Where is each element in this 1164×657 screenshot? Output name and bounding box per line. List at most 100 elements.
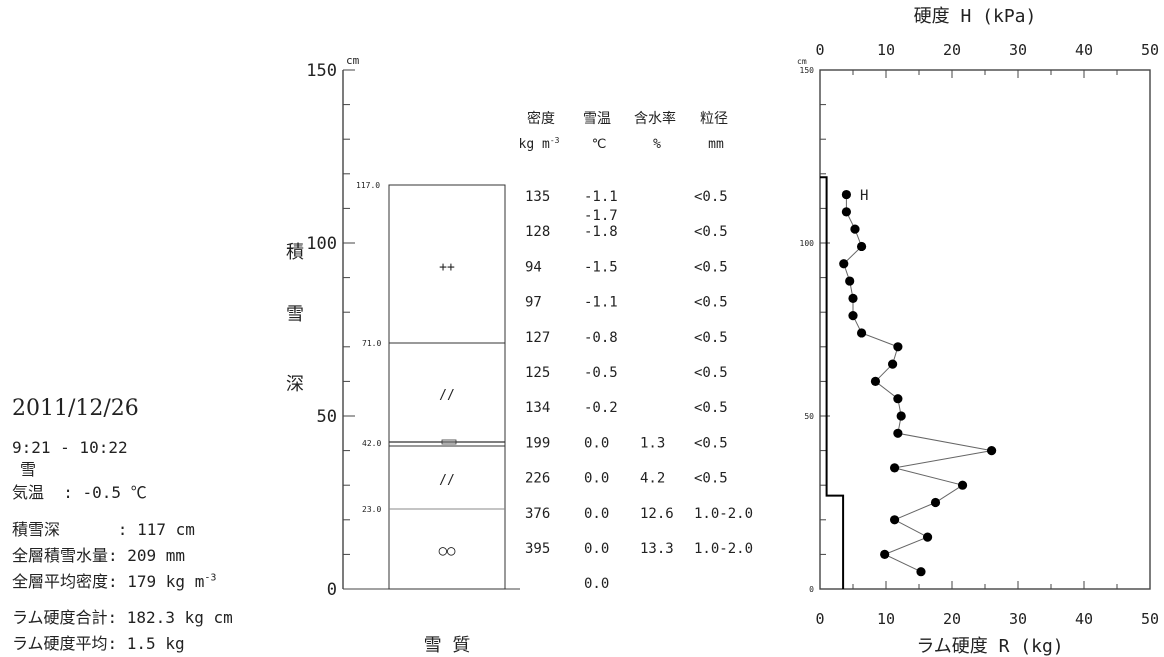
- grain-symbol-rounded: ++: [439, 260, 455, 275]
- hardness-point: [930, 497, 941, 508]
- table-cell: 226: [525, 471, 550, 487]
- hardness-series: [839, 189, 997, 577]
- x-tick-label-top: 40: [1075, 41, 1093, 59]
- axis-label-seki: 積: [286, 242, 304, 263]
- profile-ytick-0: 0: [327, 580, 337, 600]
- table-cell: 376: [525, 506, 550, 522]
- hardness-point: [848, 311, 858, 321]
- survey-date: 2011/12/26: [12, 396, 139, 421]
- plot-unit-label: cm: [797, 57, 807, 66]
- hardness-point: [896, 411, 906, 421]
- boundary-label-23: 23.0: [362, 505, 381, 514]
- hardness-point: [856, 241, 867, 252]
- table-cell: 125: [525, 365, 550, 381]
- profile-ytick-150: 150: [306, 61, 337, 81]
- table-cell: 94: [525, 259, 542, 275]
- table-cell: -1.7: [584, 208, 618, 224]
- x-tick-label-top: 30: [1009, 41, 1027, 59]
- table-cell: 395: [525, 541, 550, 557]
- table-cell: 1.0-2.0: [694, 541, 753, 557]
- table-cell: 12.6: [640, 506, 674, 522]
- table-cell: -1.5: [584, 259, 618, 275]
- boundary-label-42: 42.0: [362, 439, 381, 448]
- table-rows: 135 -1.1 <0.5 -1.7 128 -1.8 <0.5 94 -1.5 <0.5 97 -1…: [525, 189, 753, 592]
- hardness-point: [889, 515, 900, 525]
- hardness-point: [922, 532, 933, 542]
- x-tick-label-bottom: 50: [1141, 610, 1159, 628]
- table-cell: -1.1: [584, 189, 618, 205]
- hardness-point: [957, 480, 968, 490]
- table-cell: 0.0: [584, 471, 609, 487]
- hardness-point: [987, 446, 997, 456]
- table-cell: 0.0: [584, 576, 609, 592]
- table-cell: 0.0: [584, 541, 609, 557]
- unit-grain-size: mm: [708, 137, 724, 152]
- hardness-point: [841, 207, 852, 217]
- table-cell: <0.5: [694, 435, 728, 451]
- grain-symbol-melt: ○○: [439, 543, 456, 559]
- y-tick-label: 100: [800, 239, 815, 248]
- x-tick-label-top: 20: [943, 41, 961, 59]
- hardness-point: [839, 259, 849, 269]
- hardness-point: [888, 359, 898, 369]
- table-cell: <0.5: [694, 224, 728, 240]
- table-cell: -1.1: [584, 295, 618, 311]
- survey-time: 9:21 - 10:22: [12, 438, 128, 457]
- profile-ytick-100: 100: [306, 234, 337, 254]
- x-tick-label-bottom: 0: [815, 610, 824, 628]
- chart-title: 硬度 H (kPa): [914, 6, 1037, 27]
- grain-symbol-faceted-lower: //: [439, 473, 455, 488]
- table-cell: -1.8: [584, 224, 618, 240]
- x-tick-label-bottom: 10: [877, 610, 895, 628]
- table-cell: 135: [525, 189, 550, 205]
- table-cell: 127: [525, 330, 550, 346]
- table-cell: 0.0: [584, 435, 609, 451]
- table-cell: <0.5: [694, 400, 728, 416]
- ram-hardness-step: [820, 176, 845, 589]
- air-temperature: 気温 : -0.5 ℃: [12, 483, 147, 502]
- x-tick-label-top: 50: [1141, 41, 1159, 59]
- y-tick-label: 50: [804, 412, 814, 421]
- table-cell: 1.0-2.0: [694, 506, 753, 522]
- table-cell: 0.0: [584, 506, 609, 522]
- table-cell: <0.5: [694, 365, 728, 381]
- table-cell: 128: [525, 224, 550, 240]
- header-snow-temp: 雪温: [583, 111, 611, 127]
- plot-frame: [819, 69, 1151, 590]
- table-cell: -0.2: [584, 400, 618, 416]
- series-label-h: H: [860, 188, 868, 204]
- hardness-line: [843, 194, 992, 573]
- crust-marker: [441, 439, 457, 445]
- x-tick-label-bottom: 20: [943, 610, 961, 628]
- profile-ytick-50: 50: [317, 407, 337, 427]
- table-cell: <0.5: [694, 295, 728, 311]
- hardness-point: [916, 567, 926, 577]
- snow-quality-label: 雪 質: [424, 635, 471, 656]
- table-cell: <0.5: [694, 189, 728, 205]
- hardness-point: [848, 293, 858, 303]
- table-cell: 97: [525, 295, 542, 311]
- x-tick-label-bottom: 40: [1075, 610, 1093, 628]
- header-water-content: 含水率: [634, 110, 676, 127]
- table-cell: 199: [525, 435, 550, 451]
- table-cell: 4.2: [640, 471, 665, 487]
- layer-table: 密度 雪温 含水率 粒径 kg m-3 ℃ % mm 135 -1.1 <0.5 -1…: [519, 110, 753, 592]
- header-density: 密度: [527, 110, 555, 127]
- boundary-label-117: 117.0: [356, 181, 380, 190]
- table-cell: <0.5: [694, 259, 728, 275]
- weather: 雪: [20, 460, 37, 479]
- hardness-point: [845, 276, 855, 286]
- profile-unit-label: cm: [346, 54, 360, 67]
- layer-profile: cm 150 100 50 0 積 雪 深 117.0 71.0 42.0 23…: [286, 54, 520, 656]
- hardness-point: [856, 328, 867, 338]
- ram-hardness-total: ラム硬度合計: 182.3 kg cm: [12, 608, 233, 627]
- hardness-point: [841, 189, 852, 200]
- y-tick-label: 0: [809, 585, 814, 594]
- header-grain-size: 粒径: [700, 111, 728, 127]
- hardness-chart: 硬度 H (kPa) ラム硬度 R (kg) cm 0 10 20 30 40 50 0 10…: [797, 6, 1159, 657]
- profile-y-ticks: [343, 69, 355, 590]
- unit-water-content: %: [653, 137, 661, 152]
- snow-depth: 積雪深 : 117 cm: [12, 520, 195, 539]
- unit-snow-temp: ℃: [592, 137, 607, 152]
